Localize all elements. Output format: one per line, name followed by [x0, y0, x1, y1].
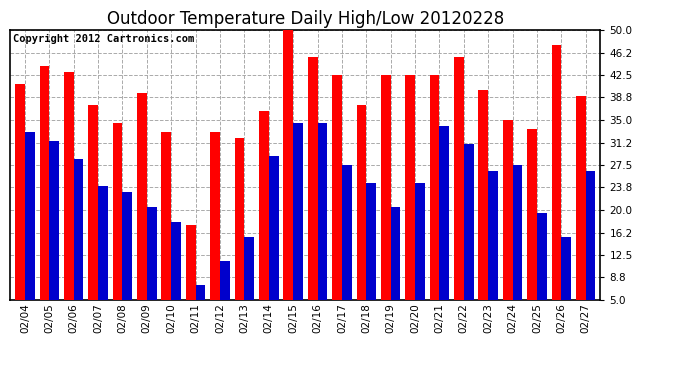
Bar [25, 132, 34, 330]
Bar [440, 126, 449, 330]
Bar [244, 237, 254, 330]
Bar [98, 186, 108, 330]
Bar [527, 129, 537, 330]
Bar [210, 132, 220, 330]
Bar [586, 171, 595, 330]
Bar [317, 123, 327, 330]
Bar [269, 156, 279, 330]
Bar [430, 75, 440, 330]
Bar [259, 111, 269, 330]
Bar [39, 66, 50, 330]
Bar [366, 183, 376, 330]
Bar [293, 123, 303, 330]
Bar [357, 105, 366, 330]
Bar [308, 57, 317, 330]
Bar [454, 57, 464, 330]
Bar [503, 120, 513, 330]
Bar [15, 84, 25, 330]
Bar [381, 75, 391, 330]
Bar [464, 144, 473, 330]
Bar [561, 237, 571, 330]
Bar [576, 96, 586, 330]
Bar [74, 159, 83, 330]
Bar [342, 165, 352, 330]
Bar [220, 261, 230, 330]
Bar [161, 132, 171, 330]
Bar [123, 192, 132, 330]
Text: Copyright 2012 Cartronics.com: Copyright 2012 Cartronics.com [13, 34, 195, 44]
Bar [186, 225, 196, 330]
Bar [171, 222, 181, 330]
Bar [64, 72, 74, 330]
Bar [50, 141, 59, 330]
Bar [88, 105, 98, 330]
Bar [391, 207, 400, 330]
Bar [415, 183, 425, 330]
Bar [537, 213, 546, 330]
Bar [478, 90, 488, 330]
Bar [488, 171, 498, 330]
Bar [196, 285, 206, 330]
Bar [147, 207, 157, 330]
Bar [332, 75, 342, 330]
Bar [112, 123, 123, 330]
Bar [284, 30, 293, 330]
Bar [551, 45, 561, 330]
Bar [405, 75, 415, 330]
Bar [137, 93, 147, 330]
Bar [235, 138, 244, 330]
Bar [513, 165, 522, 330]
Title: Outdoor Temperature Daily High/Low 20120228: Outdoor Temperature Daily High/Low 20120… [107, 10, 504, 28]
